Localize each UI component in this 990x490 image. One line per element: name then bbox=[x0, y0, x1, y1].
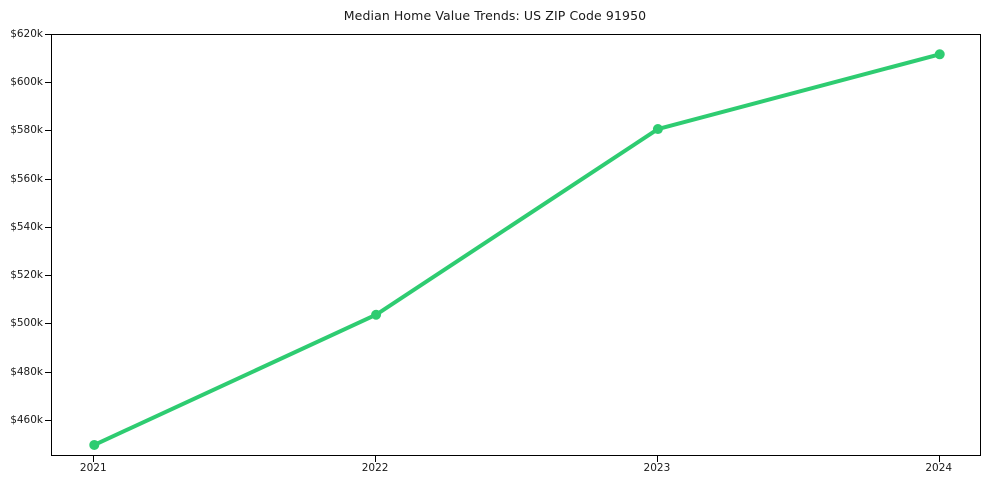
y-axis-tick-mark bbox=[45, 372, 51, 373]
y-axis-tick-marks bbox=[45, 0, 51, 490]
x-axis-tick-label: 2021 bbox=[79, 462, 107, 474]
y-axis-tick-mark bbox=[45, 323, 51, 324]
y-axis-tick-mark bbox=[45, 179, 51, 180]
y-axis-tick-mark bbox=[45, 130, 51, 131]
y-axis-tick-label: $540k bbox=[10, 220, 43, 233]
data-point-2024 bbox=[934, 49, 945, 60]
data-point-markers bbox=[89, 49, 945, 450]
y-axis-tick-mark bbox=[45, 82, 51, 83]
y-axis-tick-label: $520k bbox=[10, 269, 43, 282]
x-axis-tick-mark bbox=[375, 456, 376, 462]
data-point-2021 bbox=[89, 439, 100, 450]
y-axis-tick-labels: $460k $480k $500k $520k $540k $560k $580k $600k… bbox=[0, 0, 43, 490]
y-axis-tick-mark bbox=[45, 34, 51, 35]
data-point-2022 bbox=[371, 309, 382, 320]
y-axis-tick-mark bbox=[45, 227, 51, 228]
y-axis-tick-label: $620k bbox=[10, 28, 43, 40]
y-axis-tick-label: $580k bbox=[10, 124, 43, 137]
y-axis-tick-label: $480k bbox=[10, 365, 43, 378]
y-axis-tick-label: $600k bbox=[10, 76, 43, 89]
x-axis-tick-mark bbox=[93, 456, 94, 462]
chart-title: Median Home Value Trends: US ZIP Code 91… bbox=[343, 8, 647, 23]
x-axis-tick-label: 2023 bbox=[643, 462, 671, 474]
x-axis-tick-label: 2022 bbox=[361, 462, 389, 474]
x-axis-tick-mark bbox=[939, 456, 940, 462]
data-point-2023 bbox=[652, 124, 663, 135]
line-chart-svg bbox=[89, 49, 945, 450]
y-axis-tick-label: $500k bbox=[10, 317, 43, 330]
plot-area bbox=[51, 34, 981, 456]
x-axis-tick-labels: 2021 2022 2023 2024 bbox=[0, 462, 990, 482]
x-axis-tick-mark bbox=[657, 456, 658, 462]
y-axis-tick-mark bbox=[45, 420, 51, 421]
data-line-median-home-value bbox=[92, 52, 942, 447]
y-axis-tick-label: $460k bbox=[10, 413, 43, 426]
y-axis-tick-label: $560k bbox=[10, 172, 43, 185]
y-axis-tick-mark bbox=[45, 275, 51, 276]
x-axis-tick-label: 2024 bbox=[925, 462, 953, 474]
x-axis-tick-marks bbox=[0, 456, 990, 462]
